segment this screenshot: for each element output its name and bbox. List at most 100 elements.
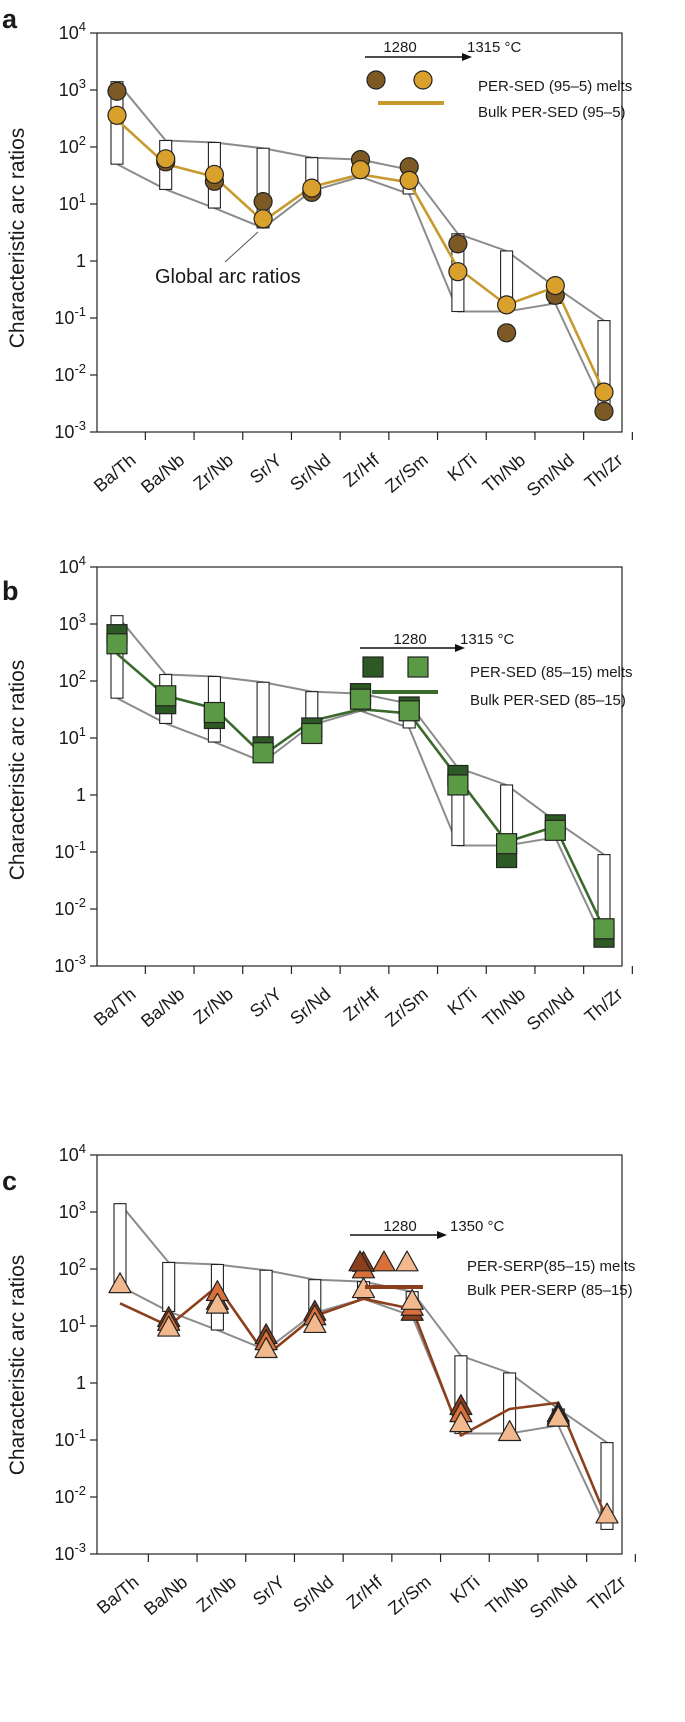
legend-melt-high-marker [413, 70, 433, 90]
panel-a: a Characteristic arc ratios 10-3 10-2 10-1… [2, 4, 633, 501]
x-tick-label: Zr/Hf [340, 983, 384, 1025]
x-tick-label: Sr/Nd [286, 450, 334, 495]
melt-high-temp-marker [400, 1288, 424, 1310]
x-tick-label: Zr/Sm [384, 1572, 434, 1619]
x-tick-label: K/Ti [447, 1572, 484, 1607]
x-tick-label: Th/Zr [584, 1572, 630, 1615]
y-tick-label: 10-1 [54, 304, 86, 328]
x-tick-label: Sr/Nd [286, 984, 334, 1029]
plot-frame [96, 32, 623, 433]
legend-melt-high-marker [395, 1250, 419, 1272]
x-tick-label: Th/Nb [482, 1572, 532, 1619]
y-tick-label: 101 [59, 190, 86, 214]
panel-a-temp-low: 1280 [383, 39, 416, 56]
melt-high-temp-marker [156, 149, 176, 169]
melt-high-temp-marker [544, 819, 566, 841]
melt-high-temp-marker [350, 160, 371, 180]
x-tick-label: Zr/Nb [190, 984, 237, 1028]
x-tick-label: Zr/Sm [381, 984, 431, 1031]
global-arc-range-bar [162, 1261, 176, 1312]
y-tick-label: 102 [59, 133, 86, 157]
melt-high-temp-marker [449, 1411, 473, 1433]
x-tick-label: Ba/Nb [140, 1572, 191, 1619]
panel-b-letter: b [2, 576, 19, 606]
x-tick-label: K/Ti [444, 984, 481, 1019]
panel-a-global-arc-ratios [110, 81, 611, 408]
global-arc-lower-line [116, 697, 605, 942]
y-tick-label: 101 [59, 1312, 86, 1336]
y-tick-label: 1 [76, 251, 86, 271]
y-tick-label: 101 [59, 724, 86, 748]
panel-c-letter: c [2, 1166, 17, 1196]
panel-a-temp-high: 1315 °C [467, 39, 522, 56]
melt-high-temp-marker [448, 262, 468, 282]
legend-melt-high-marker [407, 656, 429, 678]
y-tick-label: 103 [59, 76, 86, 100]
x-tick-label: Zr/Hf [343, 1571, 387, 1613]
melt-high-temp-marker [301, 722, 323, 745]
global-arc-upper-line [116, 615, 605, 856]
melt-high-temp-marker [497, 295, 517, 315]
y-tick-label: 104 [59, 553, 86, 577]
x-tick-label: Zr/Nb [193, 1572, 240, 1616]
x-tick-label: Th/Zr [581, 450, 627, 493]
y-tick-label: 103 [59, 1198, 86, 1222]
melt-high-temp-marker [594, 382, 614, 402]
panel-a-letter: a [2, 4, 18, 34]
temperature-arrow-head [455, 644, 465, 652]
y-tick-label: 10-3 [54, 952, 86, 976]
global-arc-lower-line [119, 1285, 608, 1530]
panel-a-melt-legend-label: PER-SED (95–5) melts [478, 78, 632, 95]
panel-a-melt-markers [107, 81, 614, 421]
x-tick-label: Sr/Y [246, 984, 286, 1022]
temperature-arrow-head [437, 1231, 447, 1239]
melt-low-temp-marker [448, 234, 468, 254]
panel-c-legend: 1280 1350 °C PER-SERP(85–15) melts Bulk … [348, 1218, 635, 1299]
melt-low-temp-marker [497, 323, 517, 343]
y-tick-label: 10-1 [54, 1426, 86, 1450]
x-tick-label: Sr/Y [246, 450, 286, 488]
y-tick-label: 10-2 [54, 361, 86, 385]
melt-high-temp-marker [447, 774, 469, 796]
x-tick-label: K/Ti [444, 450, 481, 485]
panel-a-legend: 1280 1315 °C PER-SED (95–5) melts Bulk P… [365, 39, 632, 121]
panel-a-y-axis-label: Characteristic arc ratios [6, 128, 29, 349]
melt-high-temp-marker [398, 700, 420, 722]
global-arc-ratios-annotation: Global arc ratios [155, 266, 301, 288]
melt-high-temp-marker [302, 178, 322, 198]
legend-melt-low-marker [362, 656, 384, 678]
panel-b-y-axis-label: Characteristic arc ratios [6, 660, 29, 881]
panel-c: c Characteristic arc ratios 10-3 10-2 10-1… [2, 1141, 636, 1622]
x-tick-label: Zr/Hf [340, 449, 384, 491]
x-tick-label: Ba/Th [90, 450, 140, 496]
melt-high-temp-marker [399, 170, 419, 190]
x-tick-label: Ba/Nb [137, 450, 188, 497]
panel-c-y-axis-label: Characteristic arc ratios [6, 1255, 29, 1476]
x-tick-label: Th/Nb [479, 984, 529, 1031]
panel-b-temp-high: 1315 °C [460, 631, 515, 648]
x-tick-label: Zr/Sm [381, 450, 431, 497]
y-tick-label: 104 [59, 1141, 86, 1165]
melt-low-temp-marker [253, 192, 273, 212]
melt-high-temp-marker [253, 209, 273, 229]
legend-melt-low-marker [348, 1250, 372, 1272]
y-tick-label: 10-2 [54, 895, 86, 919]
panel-b-temp-low: 1280 [393, 631, 426, 648]
y-tick-label: 103 [59, 610, 86, 634]
melt-high-temp-marker [107, 105, 127, 125]
panel-c-melt-legend-label: PER-SERP(85–15) melts [467, 1258, 635, 1275]
y-tick-label: 1 [76, 785, 86, 805]
melt-high-temp-marker [205, 1292, 229, 1314]
melt-high-temp-marker [595, 1502, 619, 1524]
x-tick-label: Sm/Nd [523, 450, 578, 501]
melt-high-temp-marker [546, 1405, 570, 1427]
panel-b-bulk-legend-label: Bulk PER-SED (85–15) [470, 692, 626, 709]
melt-low-temp-marker [107, 81, 127, 101]
y-tick-label: 10-3 [54, 418, 86, 442]
x-tick-label: Th/Zr [581, 984, 627, 1027]
y-tick-label: 102 [59, 1255, 86, 1279]
panel-c-temp-low: 1280 [383, 1218, 416, 1235]
